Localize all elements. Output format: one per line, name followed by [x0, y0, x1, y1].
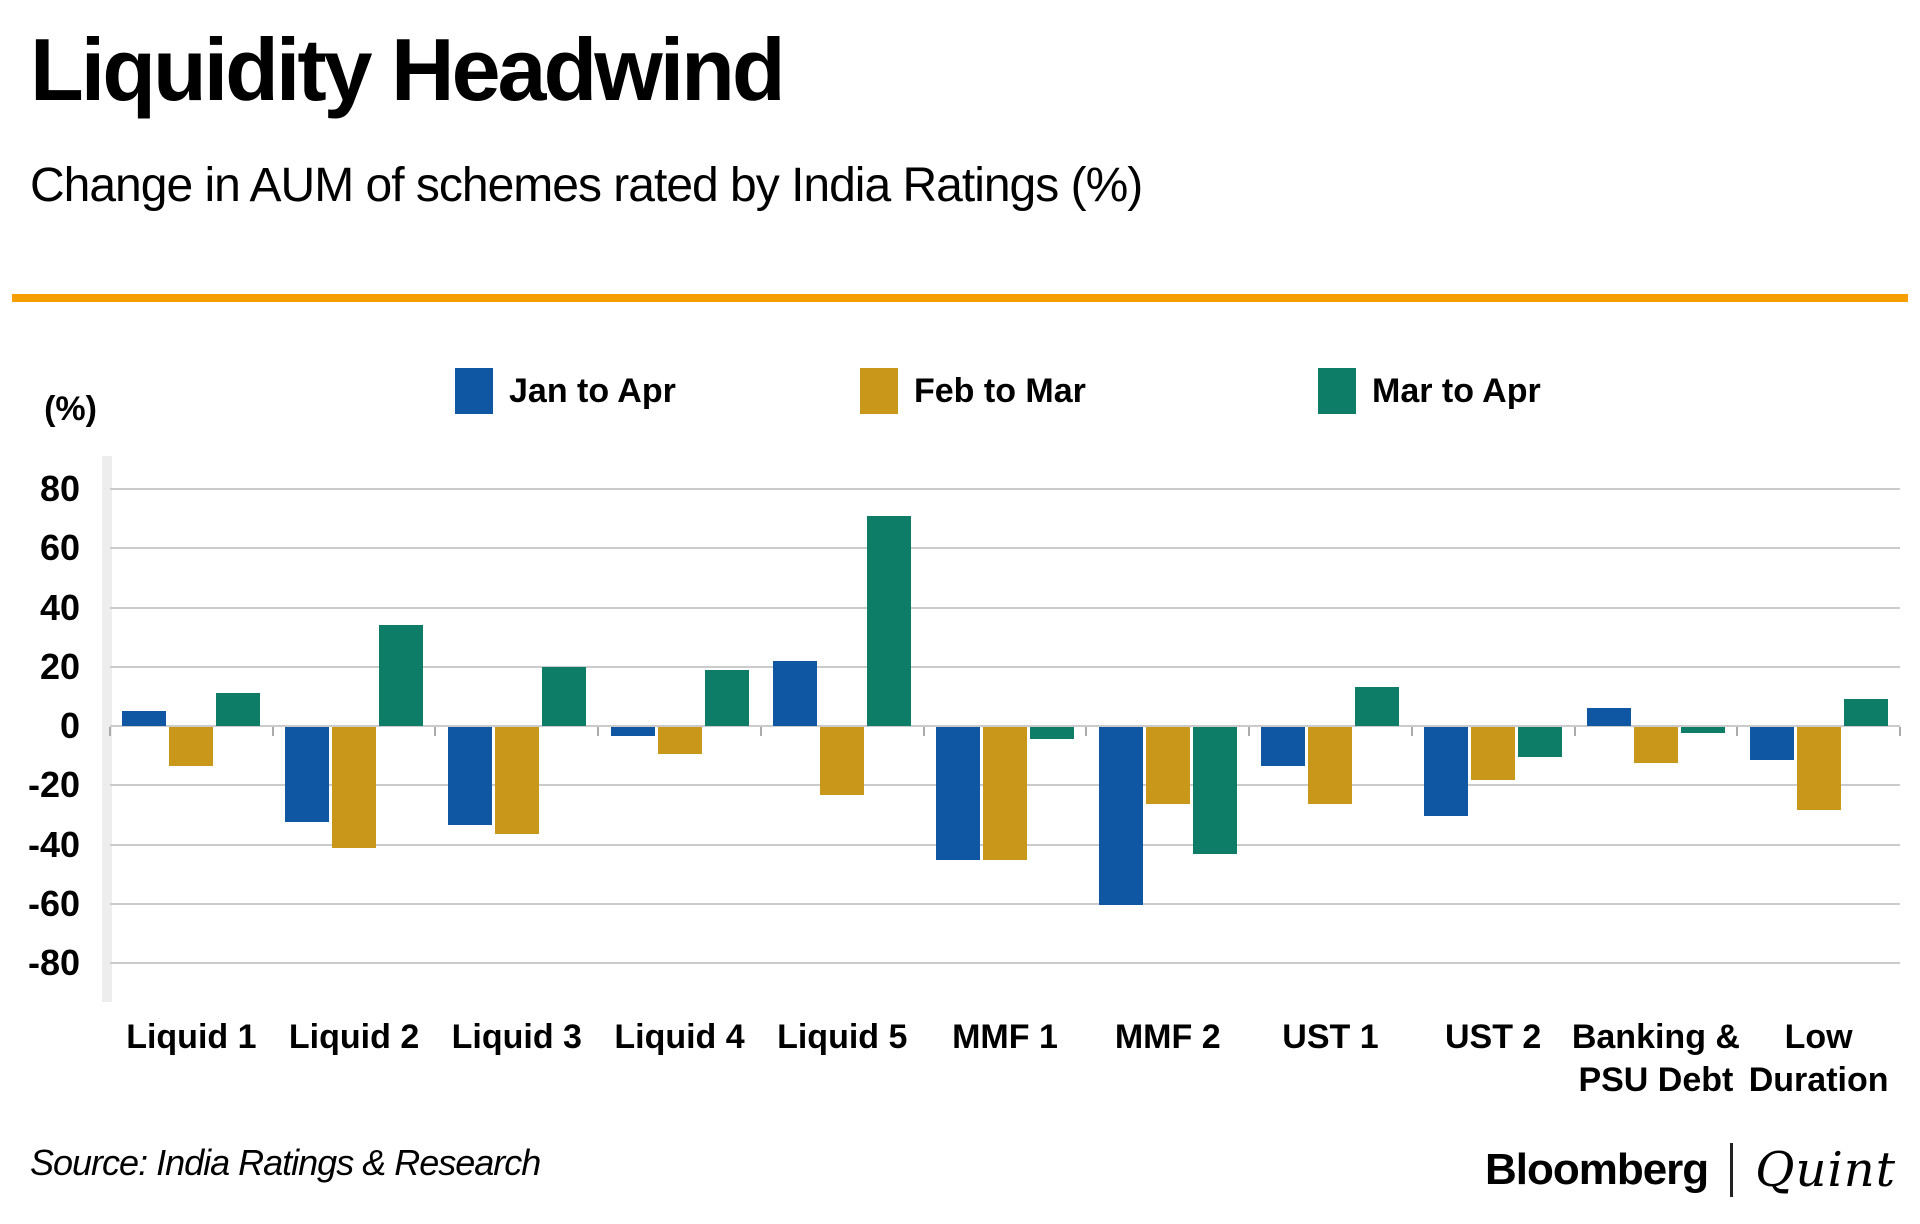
legend-label: Jan to Apr [509, 371, 676, 410]
legend-item: Jan to Apr [455, 368, 676, 414]
axis-tick [597, 727, 600, 736]
logo-separator [1730, 1143, 1734, 1197]
bar [379, 625, 424, 726]
source-text: Source: India Ratings & Research [30, 1142, 541, 1183]
bar [983, 727, 1027, 861]
bar [657, 727, 702, 754]
x-category-label: Low Duration [1748, 1018, 1889, 1099]
x-category-label: Banking & PSU Debt [1571, 1018, 1740, 1099]
y-tick-label: 60 [39, 527, 80, 569]
axis-tick [922, 727, 925, 736]
x-category-label: UST 2 [1444, 1018, 1542, 1056]
x-category-label: Liquid 4 [614, 1018, 745, 1056]
y-tick-label: -80 [27, 942, 80, 983]
bar [169, 727, 214, 766]
x-category-label: Liquid 2 [288, 1018, 420, 1056]
axis-tick [1085, 727, 1088, 736]
axis-tick [434, 727, 437, 736]
y-tick-label: 0 [59, 705, 80, 746]
bar [285, 727, 330, 822]
axis-tick [1899, 727, 1901, 736]
bar [610, 727, 655, 736]
bar [820, 727, 865, 796]
axis-tick [759, 727, 762, 736]
bar [1843, 699, 1888, 726]
x-category-label: MMF 1 [952, 1018, 1058, 1056]
y-tick-label: 20 [39, 645, 80, 687]
y-tick-label: -40 [27, 823, 80, 865]
axis-tick [1573, 727, 1576, 736]
bar [1680, 727, 1725, 733]
gridline [110, 902, 1900, 905]
bar [216, 693, 261, 726]
bar [1261, 727, 1306, 766]
bloomberg-logo: Bloomberg [1484, 1145, 1709, 1194]
bar [936, 727, 980, 861]
publisher-logo: Bloomberg Quint [1485, 1142, 1896, 1198]
accent-rule [12, 294, 1908, 302]
bar [1518, 727, 1563, 757]
bar [332, 727, 377, 849]
plot-left-band [102, 456, 112, 1002]
bar [1633, 727, 1678, 763]
x-category-label: MMF 2 [1114, 1018, 1221, 1056]
gridline [110, 962, 1900, 964]
x-category-label: Liquid 1 [126, 1018, 257, 1056]
bar [447, 727, 492, 825]
y-tick-label: -20 [27, 764, 80, 806]
y-axis-unit-label: (%) [44, 390, 97, 428]
quint-logo: Quint [1755, 1142, 1896, 1198]
x-category-label: Liquid 5 [777, 1018, 908, 1056]
bar [1586, 708, 1631, 726]
legend-label: Feb to Mar [914, 371, 1086, 410]
x-category-label: UST 1 [1282, 1018, 1379, 1056]
axis-tick [271, 727, 274, 736]
bar [1145, 727, 1190, 805]
y-tick-label: 40 [39, 586, 80, 628]
gridline [110, 606, 1900, 609]
gridline [110, 665, 1900, 668]
legend-swatch [455, 368, 493, 414]
gridline [110, 488, 1900, 490]
bar [704, 669, 749, 726]
bar [773, 660, 818, 726]
chart-subtitle: Change in AUM of schemes rated by India … [30, 159, 1143, 212]
y-tick-label: -60 [27, 882, 80, 924]
axis-tick [1410, 727, 1413, 736]
legend-swatch [860, 368, 898, 414]
bar [494, 727, 539, 834]
bar [1030, 727, 1074, 739]
x-category-label: Liquid 3 [451, 1018, 582, 1056]
bar [1471, 727, 1516, 781]
legend-item: Feb to Mar [860, 368, 1086, 414]
gridline [110, 547, 1900, 550]
legend-swatch [1318, 368, 1356, 414]
axis-tick [1736, 727, 1739, 736]
zero-axis-line [110, 725, 1900, 727]
legend-label: Mar to Apr [1372, 371, 1541, 410]
bar [541, 666, 586, 726]
bar [1749, 727, 1794, 760]
y-tick-label: 80 [39, 468, 80, 509]
axis-tick [1248, 727, 1251, 736]
bar [1098, 727, 1143, 905]
axis-tick [109, 727, 111, 736]
bar [1308, 727, 1353, 805]
bar [122, 711, 167, 726]
bar [867, 515, 912, 726]
bar [1192, 727, 1237, 855]
bar [1796, 727, 1841, 810]
bar [1424, 727, 1469, 816]
legend-item: Mar to Apr [1318, 368, 1541, 414]
chart-title: Liquidity Headwind [30, 20, 786, 119]
bar [1355, 687, 1400, 726]
